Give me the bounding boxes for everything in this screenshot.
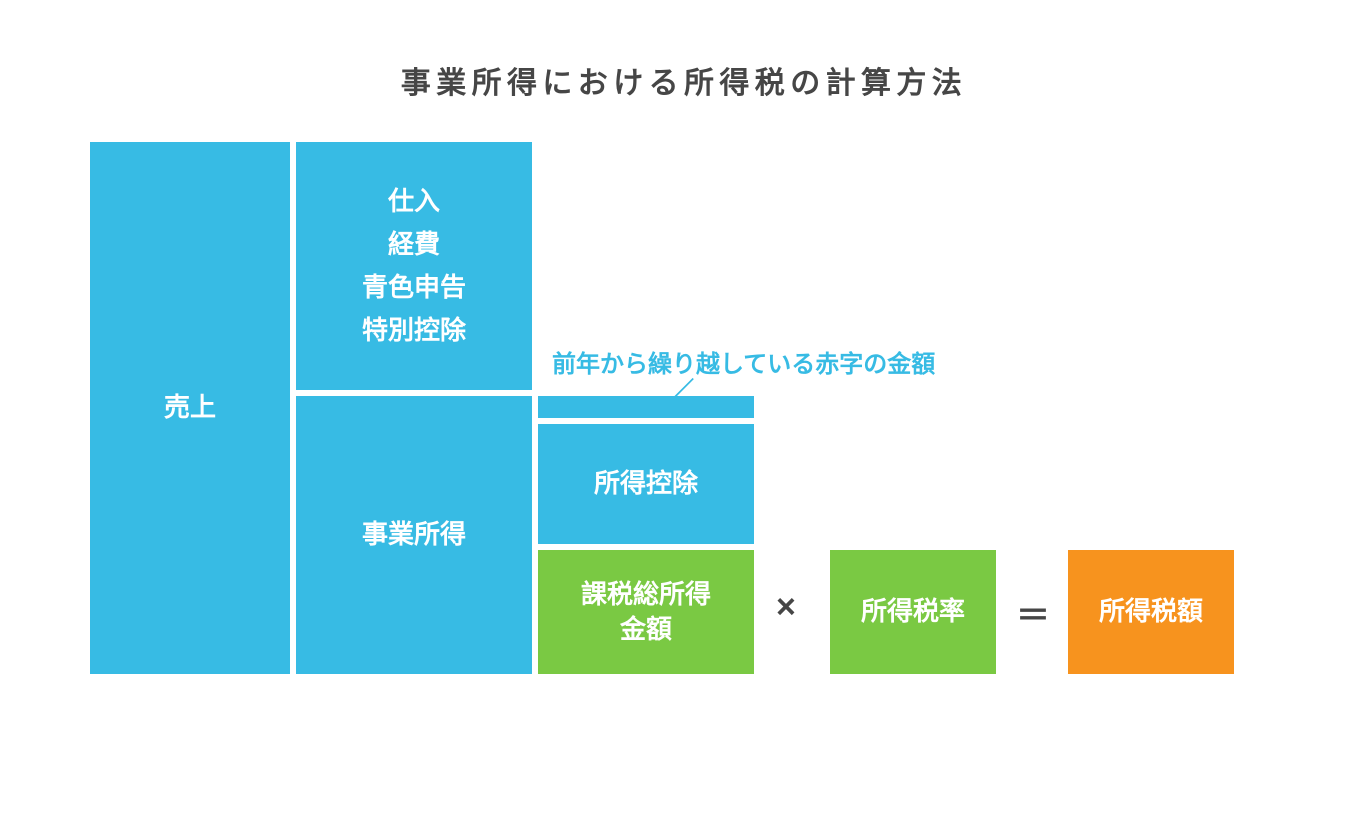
annotation-pointer-icon: ／ [672, 372, 694, 404]
box-carryover-loss-strip [538, 396, 754, 418]
box-tax-rate: 所得税率 [830, 550, 996, 674]
box-tax-amount: 所得税額 [1068, 550, 1234, 674]
annotation-carryover-loss: 前年から繰り越している赤字の金額 [552, 344, 935, 379]
operator-equals: ＝ [1016, 588, 1050, 637]
box-business-income: 事業所得 [296, 396, 532, 674]
operator-multiply: × [776, 588, 796, 627]
page-title: 事業所得における所得税の計算方法 [0, 58, 1368, 102]
box-income-deduction: 所得控除 [538, 424, 754, 544]
box-sales: 売上 [90, 142, 290, 674]
box-taxable-income: 課税総所得 金額 [538, 550, 754, 674]
box-expenses: 仕入 経費 青色申告 特別控除 [296, 142, 532, 390]
